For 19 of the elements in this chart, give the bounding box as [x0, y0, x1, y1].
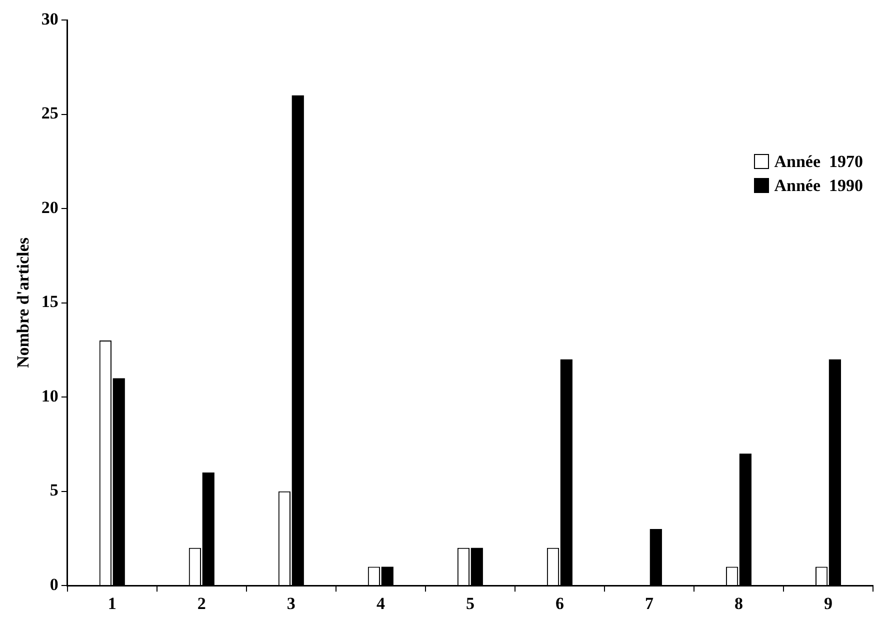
- x-tick-label: 2: [197, 594, 206, 614]
- x-tick-label: 3: [286, 594, 296, 614]
- y-tick-label: 5: [50, 480, 58, 500]
- x-tick-label: 5: [466, 594, 474, 614]
- y-tick-label: 25: [41, 104, 58, 123]
- y-tick-label: 10: [41, 386, 58, 406]
- x-tick-label: 1: [108, 594, 116, 614]
- y-axis-title: Nombre d'articles: [14, 237, 33, 368]
- x-tick-label: 4: [376, 594, 386, 614]
- y-tick-label: 0: [50, 574, 58, 594]
- legend-label: Année 1990: [774, 176, 863, 195]
- y-tick-label: 15: [41, 292, 58, 312]
- y-tick-label: 20: [41, 198, 58, 217]
- x-tick-label: 7: [644, 594, 654, 614]
- legend-label: Année 1970: [774, 152, 863, 171]
- x-tick-label: 8: [734, 594, 743, 614]
- x-tick-label: 9: [824, 594, 832, 614]
- y-tick-label: 30: [41, 9, 58, 28]
- x-tick-label: 6: [555, 594, 564, 614]
